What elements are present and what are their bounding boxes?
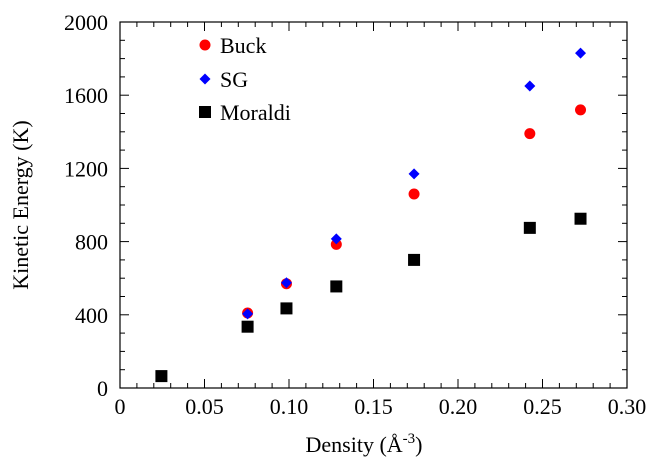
legend-marker-sg [199,73,211,85]
data-point-moraldi [523,221,536,234]
legend-label-moraldi: Moraldi [220,100,291,125]
y-tick-label: 800 [75,230,108,255]
y-tick-label: 0 [97,376,108,401]
x-tick-label: 0.10 [270,394,309,419]
data-point-moraldi [155,370,168,383]
legend-marker-buck [199,39,211,51]
data-point-sg [575,47,587,59]
x-tick-label: 0.25 [523,394,562,419]
data-point-sg [524,80,536,92]
x-axis-label-exponent: -3 [403,431,416,447]
x-tick-label: 0 [115,394,126,419]
data-point-sg [330,233,342,245]
legend: Buck SG Moraldi [199,33,291,125]
data-point-buck [408,188,420,200]
axis-ticks [119,21,628,389]
x-tick-label: 0.30 [608,394,647,419]
data-point-buck [524,128,536,140]
y-tick-label: 2000 [64,10,108,35]
plot-border [119,21,628,389]
x-axis-label: Density (Å-3) [306,431,423,457]
data-point-moraldi [280,302,293,315]
data-point-buck [575,104,587,116]
data-point-moraldi [574,212,587,225]
y-axis-label: Kinetic Energy (K) [8,120,33,289]
data-point-moraldi [330,280,343,293]
tick-labels: 0 0.05 0.10 0.15 0.20 0.25 0.30 0 400 800 1200 1600… [64,10,646,419]
y-tick-label: 400 [75,303,108,328]
data-point-sg [408,168,420,180]
y-tick-label: 1600 [64,83,108,108]
data-point-moraldi [241,320,254,333]
x-tick-label: 0.15 [354,394,393,419]
x-axis-label-close: ) [415,432,422,457]
data-points [155,47,587,383]
x-tick-label: 0.05 [185,394,224,419]
data-point-sg [280,277,292,289]
x-tick-label: 0.20 [439,394,478,419]
y-tick-label: 1200 [64,156,108,181]
x-axis-label-main: Density (Å [306,432,403,457]
legend-label-sg: SG [220,67,248,92]
legend-label-buck: Buck [220,33,266,58]
data-point-sg [242,308,254,320]
legend-marker-moraldi [199,106,211,118]
data-point-moraldi [408,253,421,266]
plot-frame [119,21,628,389]
